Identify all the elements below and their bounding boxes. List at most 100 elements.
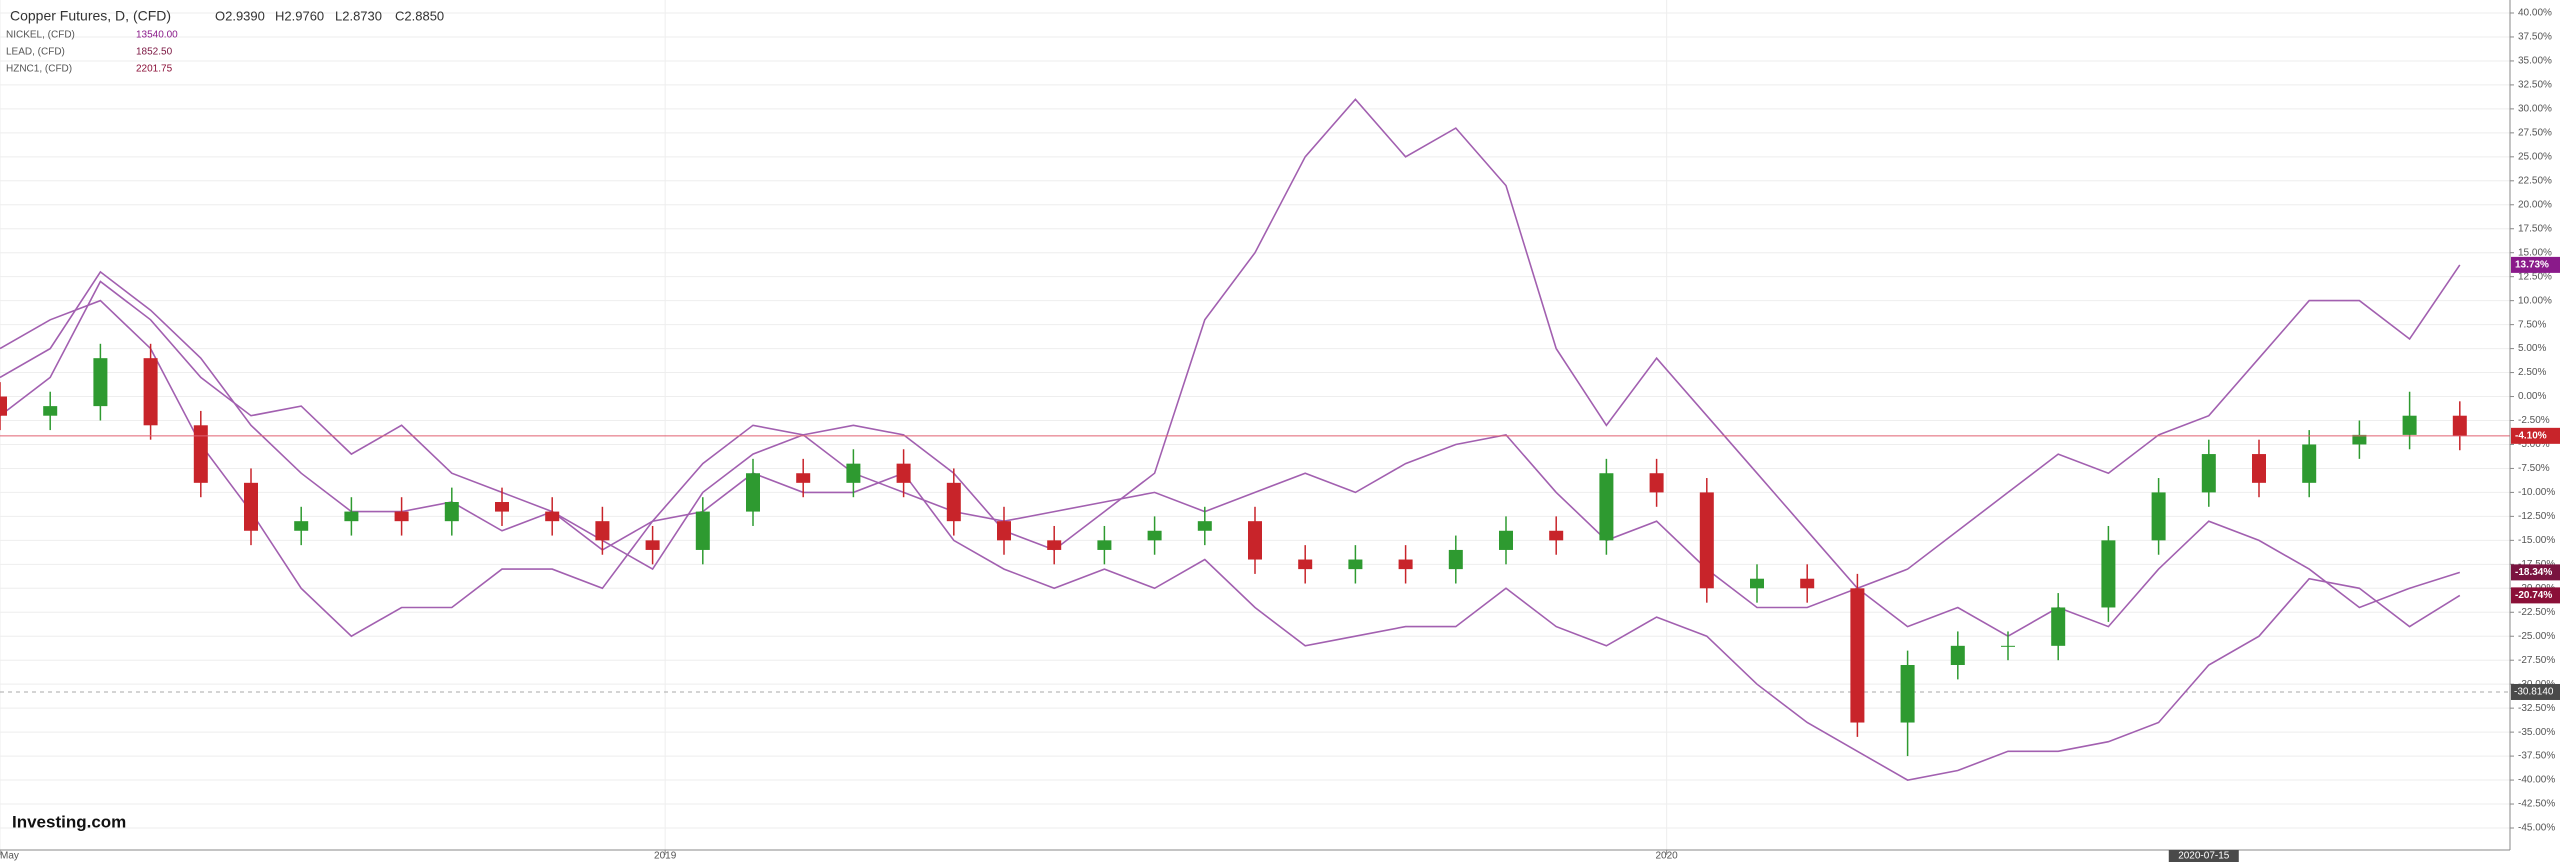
y-tick-label: -37.50% — [2518, 751, 2555, 762]
y-tick-label: -42.50% — [2518, 799, 2555, 810]
candle-body — [2452, 415, 2467, 436]
candle-body — [1147, 530, 1162, 541]
candle-body — [1197, 521, 1212, 531]
candle-body — [746, 473, 760, 512]
x-tick-label: May — [0, 851, 19, 862]
candle-body — [2302, 444, 2317, 483]
legend-quote: 2201.75 — [136, 64, 173, 75]
last-value-label: 13.73% — [2515, 260, 2549, 271]
y-tick-label: -7.50% — [2518, 463, 2550, 474]
candle-body — [1599, 473, 1614, 541]
y-tick-label: 0.00% — [2518, 391, 2546, 402]
candle-body — [1649, 473, 1664, 493]
y-tick-label: 40.00% — [2518, 8, 2552, 19]
y-tick-label: 32.50% — [2518, 80, 2552, 91]
y-tick-label: 7.50% — [2518, 319, 2546, 330]
candle-body — [1950, 645, 1965, 665]
y-tick-label: 20.00% — [2518, 199, 2552, 210]
last-value-label: -18.34% — [2515, 567, 2552, 578]
candle-body — [595, 521, 610, 541]
candle-body — [495, 502, 509, 512]
y-tick-label: -25.00% — [2518, 631, 2555, 642]
candle-body — [2402, 415, 2417, 435]
candle-body — [394, 511, 409, 522]
candle-body — [2001, 645, 2015, 647]
y-tick-label: 35.00% — [2518, 56, 2552, 67]
last-value-label: -20.74% — [2515, 590, 2552, 601]
candle-body — [1097, 540, 1112, 550]
candle-body — [344, 511, 359, 522]
y-tick-label: 22.50% — [2518, 175, 2552, 186]
candle-body — [93, 358, 108, 407]
candle-body — [1850, 588, 1865, 723]
y-tick-label: 15.00% — [2518, 247, 2552, 258]
ohlc-value: L2.8730 — [335, 8, 382, 23]
candle-body — [796, 473, 811, 483]
y-tick-label: 2.50% — [2518, 367, 2546, 378]
y-tick-label: -10.00% — [2518, 487, 2555, 498]
candle-body — [1348, 559, 1363, 570]
candle-body — [946, 482, 961, 522]
y-tick-label: 5.00% — [2518, 343, 2546, 354]
series-line — [0, 270, 2461, 638]
candle-body — [645, 540, 660, 550]
last-value-box — [2511, 427, 2560, 444]
symbol-name: Copper Futures, D, (CFD) — [10, 8, 171, 24]
candle-body — [2151, 492, 2166, 541]
last-value-box — [2511, 564, 2560, 581]
candle-body — [1750, 578, 1764, 589]
candle-body — [1800, 578, 1815, 589]
candle-body — [997, 521, 1011, 541]
ohlc-value: C2.8850 — [395, 8, 444, 23]
legend-quote: 1852.50 — [136, 47, 173, 58]
candle-body — [1398, 559, 1413, 570]
legend-name: LEAD, (CFD) — [6, 47, 65, 58]
candle-body — [193, 425, 208, 483]
last-value-box — [2511, 587, 2560, 604]
candle-body — [1699, 492, 1714, 589]
plot-area — [0, 98, 2510, 781]
y-tick-label: -32.50% — [2518, 703, 2555, 714]
candle-body — [1047, 540, 1062, 550]
x-tick-label: 2020 — [1656, 851, 1679, 862]
y-tick-label: -12.50% — [2518, 511, 2555, 522]
x-tick-label: 2019 — [654, 851, 677, 862]
candle-body — [0, 396, 7, 416]
last-value-box — [2511, 256, 2560, 273]
candle-body — [2101, 540, 2116, 608]
candle-body — [695, 511, 710, 550]
legend-quote: 13540.00 — [136, 30, 178, 41]
crosshair-y-box — [2511, 683, 2560, 700]
legend-name: NICKEL, (CFD) — [6, 30, 75, 41]
candle-body — [1448, 549, 1463, 570]
ohlc-value: H2.9760 — [275, 8, 324, 23]
candle-body — [2201, 454, 2216, 493]
series-line — [0, 299, 2461, 781]
crosshair-y-label: -30.8140 — [2514, 687, 2554, 698]
legend-name: HZNC1, (CFD) — [6, 64, 72, 75]
grid — [0, 0, 2510, 850]
candle-body — [1298, 559, 1313, 570]
candle-body — [545, 511, 560, 522]
y-tick-label: 30.00% — [2518, 104, 2552, 115]
logo: Investing.com — [12, 812, 126, 831]
ohlc-value: O2.9390 — [215, 8, 265, 23]
candle-body — [444, 502, 459, 522]
y-tick-label: -5.00% — [2518, 439, 2550, 450]
legend: Copper Futures, D, (CFD) O2.9390 H2.9760 L… — [6, 8, 444, 75]
candle-body — [846, 463, 861, 483]
candle-body — [294, 521, 309, 531]
series-line — [0, 98, 2461, 590]
y-tick-label: -27.50% — [2518, 655, 2555, 666]
candle-body — [43, 406, 58, 416]
y-tick-label: -40.00% — [2518, 775, 2555, 786]
y-tick-label: 37.50% — [2518, 32, 2552, 43]
last-value-label: -4.10% — [2515, 430, 2547, 441]
y-tick-label: -45.00% — [2518, 823, 2555, 834]
y-tick-label: 27.50% — [2518, 127, 2552, 138]
candle-body — [1549, 530, 1564, 541]
y-tick-label: 12.50% — [2518, 271, 2552, 282]
candle-body — [1499, 530, 1513, 550]
